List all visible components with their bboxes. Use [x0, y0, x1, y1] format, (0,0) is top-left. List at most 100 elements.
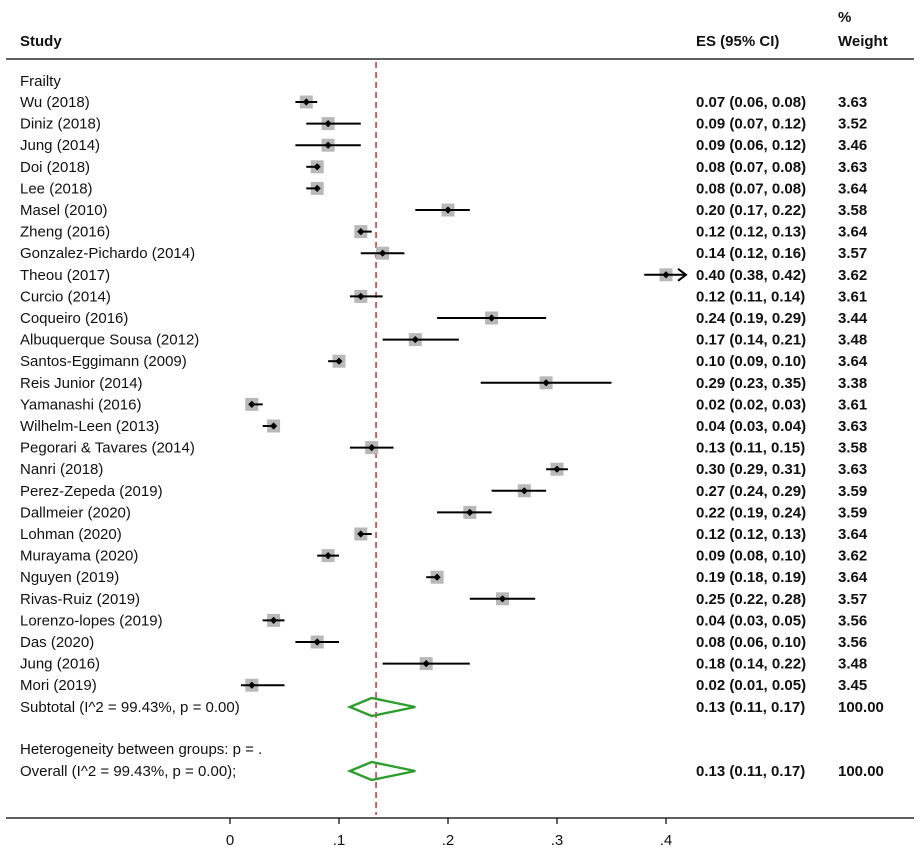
study-point [324, 552, 332, 560]
header-study: Study [20, 33, 62, 50]
study-ci-text: 0.13 (0.11, 0.15) [696, 440, 805, 457]
subtotal-row: Subtotal (I^2 = 99.43%, p = 0.00) 0.13 (0… [20, 696, 884, 718]
study-ci-text: 0.29 (0.23, 0.35) [696, 375, 806, 392]
study-row: Murayama (2020) 0.09 (0.08, 0.10) 3.62 [20, 548, 867, 565]
summary-rows: Subtotal (I^2 = 99.43%, p = 0.00) 0.13 (0… [20, 696, 884, 782]
study-ci-text: 0.12 (0.12, 0.13) [696, 224, 806, 241]
study-row: Santos-Eggimann (2009) 0.10 (0.09, 0.10) 3… [20, 353, 868, 370]
study-label: Pegorari & Tavares (2014) [20, 440, 195, 457]
study-label: Lohman (2020) [20, 526, 122, 543]
study-weight: 3.63 [838, 418, 867, 435]
study-ci-text: 0.40 (0.38, 0.42) [696, 267, 806, 284]
study-weight: 3.48 [838, 656, 867, 673]
study-point [335, 357, 343, 365]
group-label: Frailty [20, 73, 61, 90]
study-row: Nguyen (2019) 0.19 (0.18, 0.19) 3.64 [20, 569, 868, 586]
study-row: Pegorari & Tavares (2014) 0.13 (0.11, 0.1… [20, 440, 867, 457]
study-label: Theou (2017) [20, 267, 110, 284]
study-weight: 3.64 [838, 180, 868, 197]
x-tick-label: .3 [551, 832, 564, 849]
study-ci-text: 0.04 (0.03, 0.04) [696, 418, 806, 435]
study-row: Lee (2018) 0.08 (0.07, 0.08) 3.64 [20, 180, 868, 197]
study-label: Gonzalez-Pichardo (2014) [20, 245, 195, 262]
overall-diamond [346, 760, 416, 782]
study-rows: Wu (2018) 0.07 (0.06, 0.08) 3.63 Diniz (201… [20, 94, 868, 694]
x-axis-ticks: 0 .1 .2 .3 .4 [226, 818, 672, 849]
study-ci-arrow [677, 267, 688, 282]
study-row: Lorenzo-lopes (2019) 0.04 (0.03, 0.05) 3.5… [20, 612, 867, 629]
study-weight: 3.59 [838, 483, 867, 500]
study-label: Albuquerque Sousa (2012) [20, 332, 199, 349]
study-label: Perez-Zepeda (2019) [20, 483, 163, 500]
study-label: Yamanashi (2016) [20, 396, 141, 413]
study-row: Doi (2018) 0.08 (0.07, 0.08) 3.63 [20, 159, 867, 176]
overall-ci-text: 0.13 (0.11, 0.17) [696, 763, 805, 780]
subtotal-label: Subtotal (I^2 = 99.43%, p = 0.00) [20, 699, 240, 716]
study-ci-text: 0.14 (0.12, 0.16) [696, 245, 806, 262]
study-ci-text: 0.22 (0.19, 0.24) [696, 504, 806, 521]
study-row: Theou (2017) 0.40 (0.38, 0.42) 3.62 [20, 267, 867, 284]
subtotal-weight: 100.00 [838, 699, 884, 716]
study-row: Dallmeier (2020) 0.22 (0.19, 0.24) 3.59 [20, 504, 867, 521]
study-point [379, 249, 387, 257]
study-ci-text: 0.09 (0.06, 0.12) [696, 137, 806, 154]
study-row: Das (2020) 0.08 (0.06, 0.10) 3.56 [20, 634, 867, 651]
study-point [357, 292, 365, 300]
study-weight: 3.56 [838, 612, 867, 629]
study-row: Mori (2019) 0.02 (0.01, 0.05) 3.45 [20, 677, 867, 694]
header-weight-pct: % [838, 9, 851, 26]
study-weight: 3.64 [838, 569, 868, 586]
study-weight: 3.38 [838, 375, 867, 392]
study-weight: 3.58 [838, 440, 867, 457]
study-ci-text: 0.09 (0.08, 0.10) [696, 548, 806, 565]
study-point [444, 206, 452, 214]
study-label: Lorenzo-lopes (2019) [20, 612, 163, 629]
study-row: Albuquerque Sousa (2012) 0.17 (0.14, 0.21… [20, 332, 867, 349]
study-row: Diniz (2018) 0.09 (0.07, 0.12) 3.52 [20, 116, 867, 133]
study-point [357, 530, 365, 538]
study-ci-text: 0.08 (0.06, 0.10) [696, 634, 806, 651]
study-label: Nguyen (2019) [20, 569, 119, 586]
study-weight: 3.56 [838, 634, 867, 651]
study-row: Perez-Zepeda (2019) 0.27 (0.24, 0.29) 3.59 [20, 483, 867, 500]
x-tick-label: .2 [442, 832, 455, 849]
study-ci-text: 0.24 (0.19, 0.29) [696, 310, 806, 327]
study-weight: 3.62 [838, 548, 867, 565]
study-row: Gonzalez-Pichardo (2014) 0.14 (0.12, 0.16… [20, 245, 867, 262]
study-label: Santos-Eggimann (2009) [20, 353, 187, 370]
study-point [553, 465, 561, 473]
study-point [313, 163, 321, 171]
study-point [248, 400, 256, 408]
study-point [411, 336, 419, 344]
x-tick-label: .1 [333, 832, 346, 849]
study-weight: 3.63 [838, 159, 867, 176]
study-weight: 3.64 [838, 353, 868, 370]
heterogeneity-note: Heterogeneity between groups: p = . [20, 741, 262, 758]
study-row: Zheng (2016) 0.12 (0.12, 0.13) 3.64 [20, 224, 868, 241]
study-row: Masel (2010) 0.20 (0.17, 0.22) 3.58 [20, 202, 867, 219]
study-row: Rivas-Ruiz (2019) 0.25 (0.22, 0.28) 3.57 [20, 591, 867, 608]
study-row: Jung (2016) 0.18 (0.14, 0.22) 3.48 [20, 656, 867, 673]
subtotal-diamond [346, 696, 416, 718]
study-weight: 3.63 [838, 94, 867, 111]
study-point [324, 120, 332, 128]
study-label: Jung (2014) [20, 137, 100, 154]
study-label: Rivas-Ruiz (2019) [20, 591, 140, 608]
study-point [662, 271, 670, 279]
study-point [302, 98, 310, 106]
study-point [248, 681, 256, 689]
study-label: Diniz (2018) [20, 116, 101, 133]
study-row: Yamanashi (2016) 0.02 (0.02, 0.03) 3.61 [20, 396, 867, 413]
overall-label: Overall (I^2 = 99.43%, p = 0.00); [20, 763, 236, 780]
study-label: Jung (2016) [20, 656, 100, 673]
study-ci-text: 0.20 (0.17, 0.22) [696, 202, 806, 219]
study-label: Lee (2018) [20, 180, 93, 197]
study-weight: 3.61 [838, 288, 867, 305]
study-label: Dallmeier (2020) [20, 504, 131, 521]
study-label: Reis Junior (2014) [20, 375, 143, 392]
study-label: Zheng (2016) [20, 224, 110, 241]
study-row: Curcio (2014) 0.12 (0.11, 0.14) 3.61 [20, 288, 867, 305]
study-point [270, 422, 278, 430]
study-row: Nanri (2018) 0.30 (0.29, 0.31) 3.63 [20, 461, 867, 478]
header-weight: Weight [838, 33, 888, 50]
